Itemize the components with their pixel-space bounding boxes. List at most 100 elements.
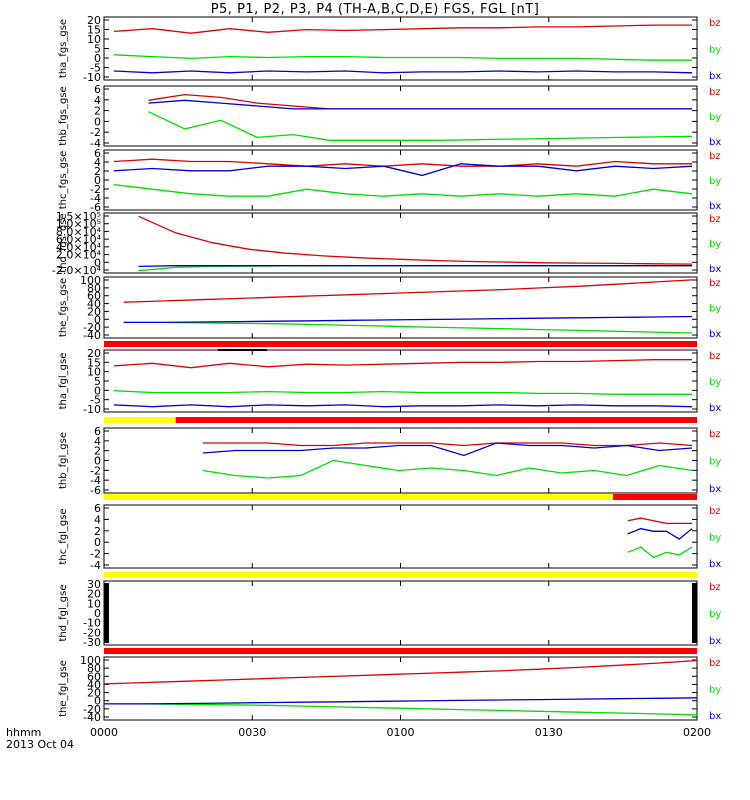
status-bar-red	[104, 341, 697, 347]
legend-by: by	[709, 45, 721, 56]
y-tick-label: 6	[94, 502, 101, 515]
x-tick-label: 0130	[535, 726, 563, 739]
y-tick-label: 80	[87, 282, 101, 295]
legend-bx: bx	[709, 137, 721, 148]
y-tick-label: 20	[87, 347, 101, 360]
series-line-bx	[113, 163, 693, 177]
y-tick-label: 20	[87, 305, 101, 318]
legend-by: by	[709, 533, 721, 544]
data-edge-block	[692, 583, 697, 643]
x-tick-label: 0200	[683, 726, 711, 739]
y-tick-label: 8.0×10⁴	[56, 225, 102, 238]
y-tick-label: 30	[87, 578, 101, 591]
y-tick-label: 6	[94, 83, 101, 96]
y-tick-label: 40	[87, 298, 101, 311]
series-line-bz	[113, 24, 693, 34]
legend-by: by	[709, 304, 721, 315]
panel-frame	[103, 276, 698, 339]
y-axis-label: thc_fgl_gse	[58, 508, 69, 564]
y-tick-label: -4	[90, 192, 101, 205]
y-tick-label: 1.0×10⁵	[56, 218, 101, 231]
y-tick-label: -40	[83, 329, 101, 342]
y-tick-label: -4	[90, 137, 101, 150]
status-bar-red	[104, 648, 697, 654]
status-bar-yellow	[104, 494, 613, 500]
y-axis-label: the_fgs_gse	[58, 278, 69, 337]
y-tick-label: 4	[94, 513, 101, 526]
y-tick-label: 0	[94, 384, 101, 397]
series-line-bz	[103, 659, 698, 685]
y-tick-label: 2	[94, 525, 101, 538]
y-tick-label: 0	[94, 256, 101, 269]
series-line-bx	[113, 70, 693, 74]
y-tick-label: 80	[87, 662, 101, 675]
series-line-by	[148, 111, 693, 141]
y-axis-label: thc_fgs_gse	[58, 151, 69, 210]
legend-bx: bx	[709, 403, 721, 414]
legend-bz: bz	[709, 278, 721, 289]
panel-frame	[103, 149, 698, 211]
y-tick-label: -4	[90, 559, 101, 572]
series-line-bz	[202, 442, 693, 447]
y-tick-label: 0	[94, 607, 101, 620]
y-tick-label: 15	[87, 356, 101, 369]
legend-by: by	[709, 112, 721, 123]
y-tick-label: 2	[94, 165, 101, 178]
y-tick-label: -5	[90, 62, 101, 75]
series-line-by	[113, 183, 693, 197]
panel-frame	[103, 349, 698, 413]
legend-bx: bx	[709, 711, 721, 722]
y-tick-label: 20	[87, 588, 101, 601]
y-tick-label: 0	[94, 455, 101, 468]
series-line-by	[138, 265, 693, 272]
series-line-bx	[627, 527, 693, 540]
y-tick-label: -20	[83, 321, 101, 334]
panel-frame	[103, 212, 698, 274]
y-tick-label: 2	[94, 445, 101, 458]
series-line-bz	[113, 158, 693, 167]
y-tick-label: 0	[94, 115, 101, 128]
legend-bx: bx	[709, 264, 721, 275]
legend-by: by	[709, 457, 721, 468]
y-tick-label: -20	[83, 626, 101, 639]
x-tick-label: 0030	[238, 726, 266, 739]
y-tick-label: 0	[94, 695, 101, 708]
legend-bz: bz	[709, 214, 721, 225]
y-tick-label: 40	[87, 678, 101, 691]
legend-bz: bz	[709, 18, 721, 29]
y-tick-label: -2	[90, 126, 101, 139]
status-bar-yellow	[104, 572, 697, 578]
series-line-by	[113, 54, 693, 61]
series-line-bx	[104, 697, 698, 705]
y-tick-label: 6	[94, 147, 101, 160]
y-tick-label: 0	[94, 536, 101, 549]
series-line-bz	[113, 359, 693, 369]
legend-bx: bx	[709, 636, 721, 647]
legend-by: by	[709, 609, 721, 620]
y-tick-label: -10	[83, 71, 101, 84]
y-tick-label: 20	[87, 687, 101, 700]
panel-frame	[103, 504, 698, 569]
y-tick-label: -20	[83, 703, 101, 716]
y-tick-label: 6	[94, 425, 101, 438]
legend-bz: bz	[709, 87, 721, 98]
legend-bx: bx	[709, 71, 721, 82]
series-line-bz	[627, 517, 693, 525]
y-tick-label: -5	[90, 394, 101, 407]
y-tick-label: -40	[83, 711, 101, 724]
y-tick-label: 100	[80, 274, 101, 287]
y-tick-label: -10	[83, 403, 101, 416]
y-tick-label: 0	[94, 174, 101, 187]
y-tick-label: -2.0×10⁴	[52, 264, 102, 277]
series-line-by	[113, 390, 693, 395]
series-line-by	[104, 703, 698, 716]
legend-by: by	[709, 239, 721, 250]
x-tick-label: 0000	[90, 726, 118, 739]
series-line-bx	[138, 265, 693, 268]
y-tick-label: 100	[80, 654, 101, 667]
series-line-by	[627, 546, 693, 559]
date-label: 2013 Oct 04	[6, 738, 75, 751]
series-line-by	[123, 321, 693, 334]
y-axis-label: thd_fgs_gse	[58, 213, 69, 272]
